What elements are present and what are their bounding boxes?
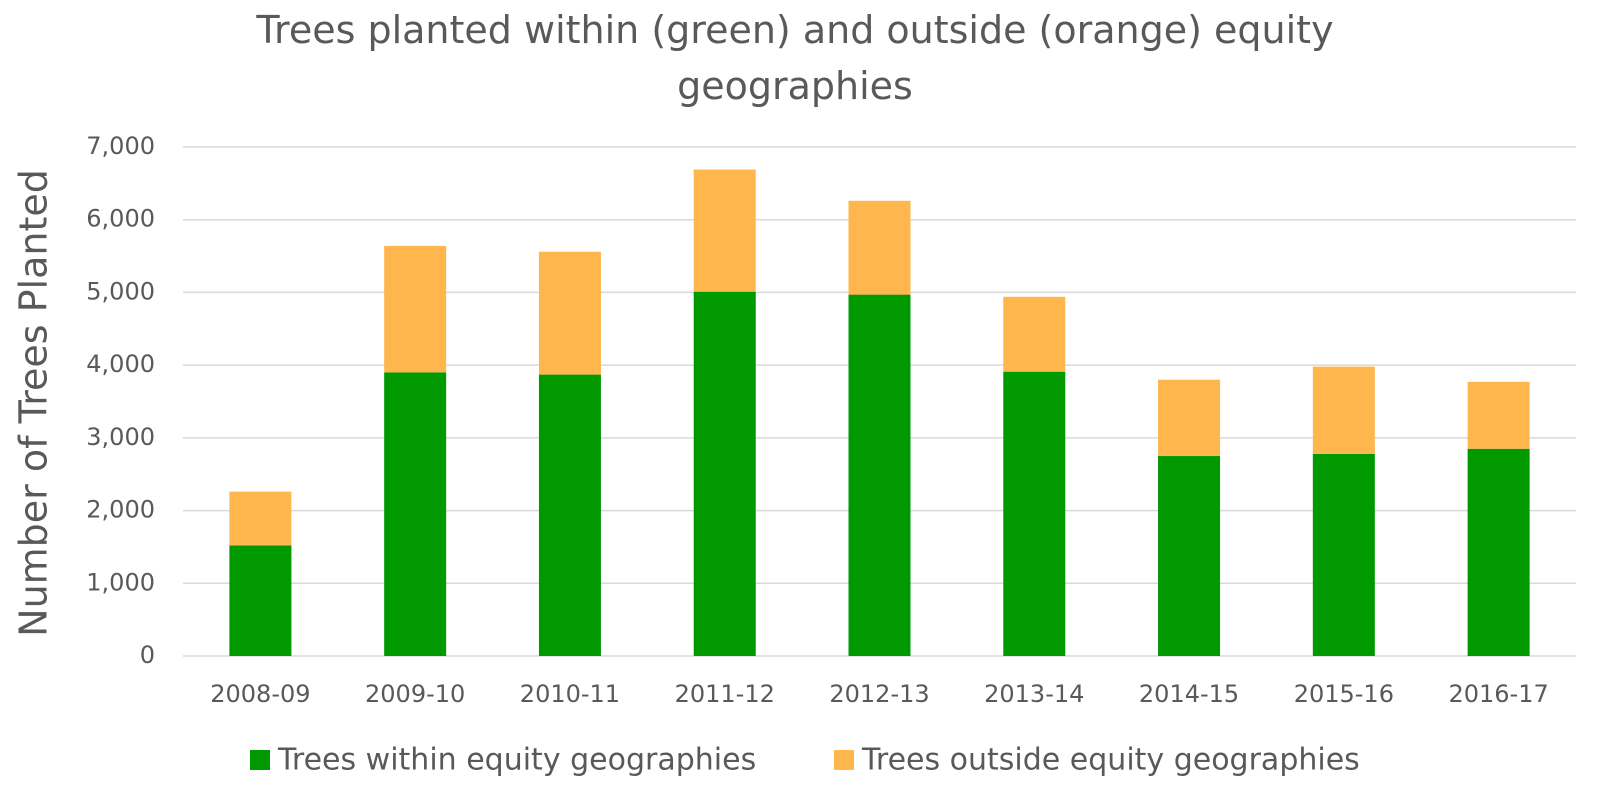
bar-segment — [1003, 371, 1066, 656]
chart-title: Trees planted within (green) and outside… — [256, 8, 1334, 108]
bar-segment — [693, 169, 756, 292]
bar-segment — [1158, 456, 1221, 656]
x-tick-label: 2008-09 — [210, 680, 310, 708]
y-axis-label: Number of Trees Planted — [12, 169, 56, 637]
legend-swatch — [834, 750, 854, 770]
legend-label: Trees outside equity geographies — [861, 743, 1360, 778]
y-tick-label: 1,000 — [86, 568, 155, 596]
bar-segment — [538, 374, 601, 656]
bar-segment — [1467, 381, 1530, 449]
x-tick-label: 2009-10 — [365, 680, 465, 708]
bar-segment — [1312, 366, 1375, 454]
x-tick-label: 2010-11 — [520, 680, 620, 708]
y-tick-label: 6,000 — [86, 205, 155, 233]
y-tick-label: 5,000 — [86, 277, 155, 305]
bar-segment — [384, 372, 447, 656]
bar-segment — [229, 545, 292, 656]
y-tick-label: 3,000 — [86, 423, 155, 451]
x-tick-label: 2011-12 — [675, 680, 775, 708]
y-tick-label: 7,000 — [86, 132, 155, 160]
y-tick-label: 4,000 — [86, 350, 155, 378]
bar-segment — [1312, 453, 1375, 656]
x-tick-label: 2015-16 — [1294, 680, 1394, 708]
legend-label: Trees within equity geographies — [277, 743, 756, 778]
bar-segment — [848, 200, 911, 295]
bar-segment — [1003, 296, 1066, 372]
bar-segment — [1158, 379, 1221, 457]
y-tick-label: 2,000 — [86, 496, 155, 524]
bar-segment — [229, 491, 292, 546]
x-tick-label: 2014-15 — [1139, 680, 1239, 708]
bar-segment — [538, 251, 601, 375]
bar-segment — [1467, 448, 1530, 656]
x-tick-label: 2013-14 — [984, 680, 1084, 708]
bar-segment — [848, 294, 911, 656]
legend-swatch — [250, 750, 270, 770]
bar-segment — [693, 291, 756, 656]
x-tick-label: 2012-13 — [829, 680, 929, 708]
y-tick-label: 0 — [140, 641, 155, 669]
x-tick-label: 2016-17 — [1448, 680, 1548, 708]
bar-segment — [384, 245, 447, 373]
